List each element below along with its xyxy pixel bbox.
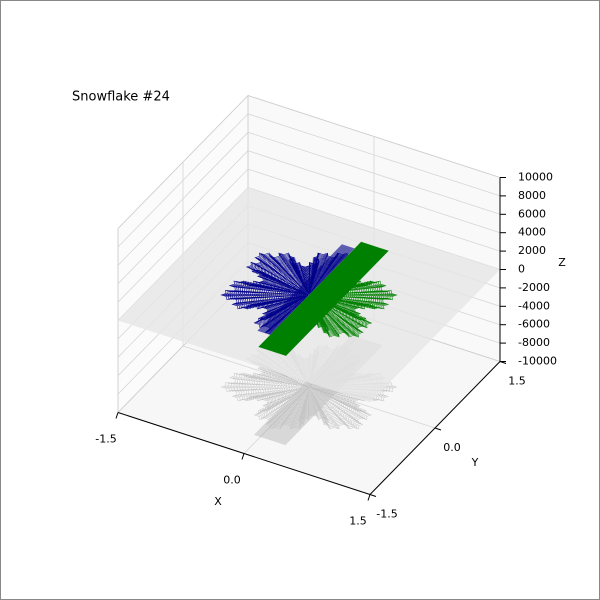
blue-band — [257, 244, 355, 335]
grid-line — [247, 168, 501, 252]
x-tick-label: 1.5 — [349, 515, 367, 528]
z-tick-label: 2000 — [518, 244, 546, 257]
grid-line — [117, 168, 249, 303]
z-tick-label: -10000 — [518, 355, 557, 368]
grid-line — [117, 132, 249, 266]
box-edge — [247, 95, 501, 178]
z-tick-label: 0 — [518, 263, 525, 276]
grid-line — [117, 113, 249, 248]
green-band — [258, 241, 389, 356]
grid-line — [117, 150, 249, 284]
z-tick-label: 8000 — [518, 189, 546, 202]
x-tick-label: -1.5 — [95, 433, 116, 446]
grid-line — [247, 113, 501, 197]
z-tick-label: 4000 — [518, 226, 546, 239]
z-tick-label: 10000 — [518, 171, 553, 184]
tick-mark — [115, 412, 119, 419]
tick-mark — [367, 494, 371, 501]
z-axis-label: Z — [558, 256, 566, 269]
y-tick-label: 1.5 — [508, 375, 526, 388]
x-axis-label: X — [214, 495, 222, 508]
grid-line — [182, 345, 436, 429]
y-tick-label: -1.5 — [376, 508, 397, 521]
z-tick-label: -6000 — [518, 318, 550, 331]
tick-mark — [434, 427, 442, 431]
z-tick-label: -2000 — [518, 281, 550, 294]
shadow-contour — [305, 384, 313, 390]
y-tick-label: 0.0 — [443, 441, 461, 454]
y-axis-label: Y — [471, 456, 479, 469]
z-tick-label: -4000 — [518, 299, 550, 312]
z-tick-label: -8000 — [518, 336, 550, 349]
z-tick-label: 6000 — [518, 207, 546, 220]
plane — [118, 187, 500, 403]
grid-line — [247, 131, 501, 215]
box-edge — [117, 95, 249, 229]
chart-title: Snowflake #24 — [72, 90, 170, 105]
tick-mark — [241, 453, 245, 460]
x-tick-label: 0.0 — [223, 474, 241, 487]
tick-mark — [369, 494, 377, 497]
shadow-contour — [302, 383, 316, 391]
grid-line — [247, 150, 501, 234]
